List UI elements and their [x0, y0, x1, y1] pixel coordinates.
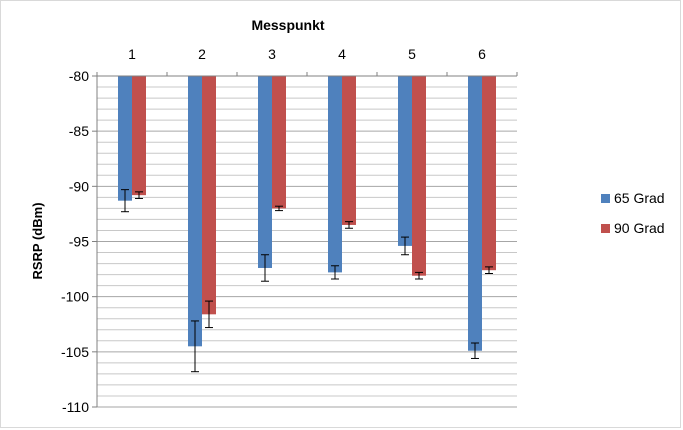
- error-bar-series-2-point-6: [485, 266, 493, 274]
- bar-series-1-point-3: [258, 76, 272, 268]
- bar-series-2-point-4: [342, 76, 356, 225]
- legend-swatch: [601, 194, 610, 203]
- bar-series-1-point-1: [118, 76, 132, 201]
- bar-series-2-point-1: [132, 76, 146, 196]
- error-bar-series-1-point-4: [331, 265, 339, 280]
- error-bar-series-1-point-3: [261, 254, 269, 282]
- bar-series-1-point-2: [188, 76, 202, 347]
- error-bar-series-2-point-3: [275, 205, 283, 212]
- error-bar-series-2-point-2: [205, 300, 213, 329]
- legend-swatch: [601, 224, 610, 233]
- y-axis-title: RSRP (dBm): [30, 202, 45, 279]
- x-tick-label: 5: [408, 46, 416, 62]
- error-bar-series-1-point-5: [401, 236, 409, 256]
- y-tick-label: -95: [69, 234, 89, 250]
- y-tick-label: -85: [69, 123, 89, 139]
- y-tick-label: -105: [61, 344, 89, 360]
- axes: [92, 72, 518, 408]
- y-tick-label: -110: [62, 399, 89, 415]
- x-tick-label: 1: [128, 46, 136, 62]
- error-bar-series-1-point-6: [471, 342, 479, 359]
- legend-item-1: 65 Grad: [601, 190, 665, 206]
- bar-series-2-point-2: [202, 76, 216, 315]
- y-tick-label: -100: [61, 289, 89, 305]
- x-tick-label: 6: [478, 46, 486, 62]
- error-bar-series-2-point-5: [415, 271, 423, 280]
- y-tick-label: -90: [69, 178, 89, 194]
- bars: [118, 76, 496, 351]
- legend: 65 Grad 90 Grad: [601, 190, 665, 236]
- x-tick-labels: 1 2 3 4 5 6: [128, 46, 486, 62]
- legend-item-2: 90 Grad: [601, 220, 665, 236]
- error-bar-series-2-point-1: [135, 191, 143, 199]
- bar-series-2-point-6: [482, 76, 496, 271]
- x-tick-label: 4: [338, 46, 346, 62]
- legend-label: 90 Grad: [614, 220, 665, 236]
- bar-series-1-point-4: [328, 76, 342, 273]
- bar-series-2-point-5: [412, 76, 426, 276]
- y-tick-label: -80: [69, 68, 89, 84]
- bar-series-1-point-6: [468, 76, 482, 351]
- error-bars: [121, 189, 493, 373]
- error-bar-series-1-point-2: [191, 320, 199, 373]
- error-bar-series-1-point-1: [121, 189, 129, 213]
- gridlines: [97, 75, 517, 408]
- y-tick-labels: -80 -85 -90 -95 -100 -105 -110: [61, 68, 89, 415]
- x-tick-label: 3: [268, 46, 276, 62]
- x-tick-label: 2: [198, 46, 206, 62]
- x-axis-title: Messpunkt: [251, 17, 324, 33]
- legend-label: 65 Grad: [614, 190, 665, 206]
- bar-series-1-point-5: [398, 76, 412, 246]
- bar-series-2-point-3: [272, 76, 286, 209]
- error-bar-series-2-point-4: [345, 221, 353, 229]
